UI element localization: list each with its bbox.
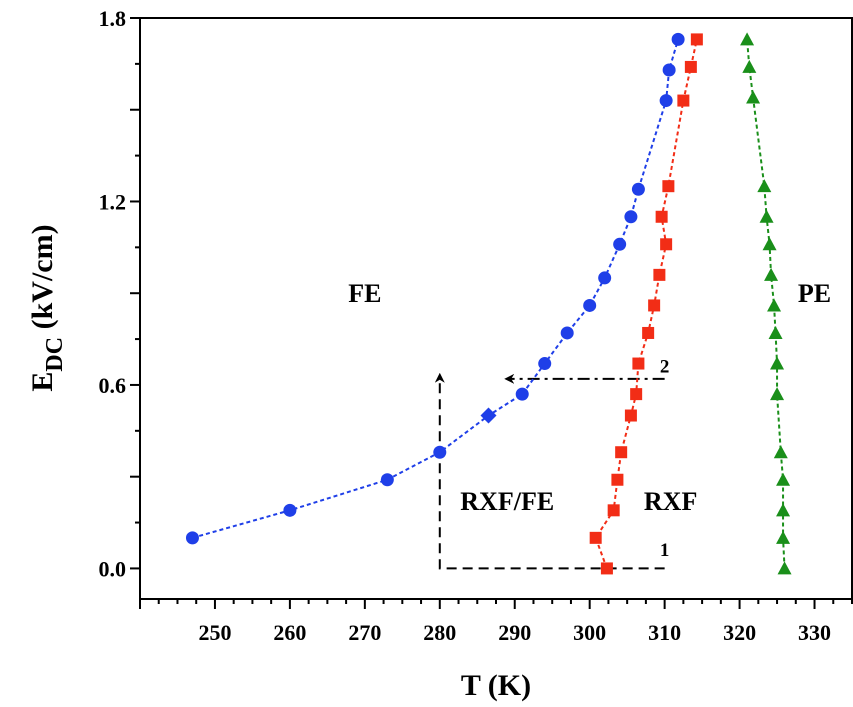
x-tick-label: 280 — [423, 620, 456, 645]
circle-point — [560, 326, 574, 340]
diamond-point — [480, 407, 497, 424]
circle-point — [433, 445, 447, 459]
triangle-point — [770, 356, 785, 370]
circle-point — [659, 94, 673, 108]
x-tick-label: 310 — [648, 620, 681, 645]
triangle-point — [759, 209, 774, 223]
square-point — [632, 357, 645, 370]
square-point — [690, 33, 703, 46]
path-label: 1 — [660, 540, 670, 561]
triangle-point — [773, 445, 788, 459]
triangle-point — [777, 561, 792, 575]
square-point — [648, 299, 661, 312]
triangle-point — [768, 325, 783, 339]
y-axis-title: EDC (kV/cm) — [26, 224, 68, 391]
x-tick-label: 260 — [273, 620, 306, 645]
circle-point — [671, 32, 685, 46]
triangle-point — [770, 387, 785, 401]
triangle-point — [746, 90, 761, 104]
x-tick-label: 250 — [198, 620, 231, 645]
x-tick-label: 290 — [498, 620, 531, 645]
x-axis: 250 260 270 280 290 300 310 320 330 — [139, 599, 853, 645]
circle-point — [515, 387, 529, 401]
triangle-point — [757, 179, 772, 193]
square-point — [615, 446, 628, 459]
region-label: RXF — [644, 487, 697, 516]
x-tick-label: 300 — [573, 620, 606, 645]
x-tick-label: 330 — [798, 620, 831, 645]
square-point — [677, 94, 690, 107]
x-tick-label: 270 — [348, 620, 381, 645]
y-tick-label: 0.0 — [99, 556, 127, 581]
triangle-series-line — [746, 39, 786, 569]
triangle-point — [776, 503, 791, 517]
circle-point — [538, 357, 552, 371]
square-point — [662, 180, 675, 193]
square-point — [607, 504, 620, 517]
triangle-point — [762, 237, 777, 251]
circle-point — [624, 210, 638, 224]
circle-point — [662, 63, 676, 77]
measurement-paths — [434, 372, 665, 570]
triangle-point — [776, 472, 791, 486]
path-1-line — [434, 372, 665, 570]
circle-point — [185, 531, 199, 545]
circle-point — [631, 182, 645, 196]
square-point — [600, 562, 613, 575]
circle-point — [283, 503, 297, 517]
circle-series-line — [192, 39, 680, 539]
y-axis-title-main: E — [26, 372, 59, 392]
triangle-point — [764, 267, 779, 281]
y-axis-title-rest: (kV/cm) — [26, 224, 59, 336]
path-label: 2 — [660, 357, 670, 378]
y-axis: 0.0 0.6 1.2 1.8 — [99, 6, 140, 581]
circle-point — [613, 237, 627, 251]
circle-point — [380, 473, 394, 487]
square-point — [630, 388, 643, 401]
data-series — [185, 32, 792, 575]
square-point — [611, 473, 624, 486]
square-point — [642, 326, 655, 339]
square-point — [589, 531, 602, 544]
x-axis-title: T (K) — [461, 669, 531, 702]
x-tick-label: 320 — [723, 620, 756, 645]
triangle-point — [740, 32, 755, 46]
region-label: PE — [798, 279, 831, 308]
square-point — [653, 268, 666, 281]
region-label: FE — [348, 279, 381, 308]
square-point — [660, 238, 673, 251]
y-tick-label: 1.2 — [99, 189, 127, 214]
triangle-point — [776, 530, 791, 544]
circle-point — [583, 298, 597, 312]
y-axis-title-sub: DC — [42, 337, 68, 372]
circle-point — [598, 271, 612, 285]
y-tick-label: 0.6 — [99, 373, 127, 398]
region-label: RXF/FE — [460, 487, 554, 516]
y-tick-label: 1.8 — [99, 6, 127, 31]
square-point — [624, 409, 637, 422]
triangle-point — [767, 298, 782, 312]
square-point — [655, 210, 668, 223]
triangle-point — [742, 59, 757, 73]
region-labels: FE PE RXF/FE RXF 1 2 — [348, 279, 831, 561]
square-point — [684, 60, 697, 73]
